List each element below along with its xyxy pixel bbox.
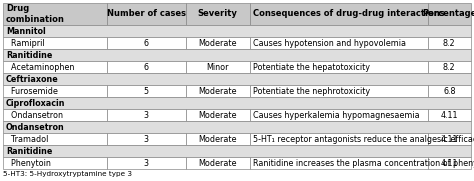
Text: 6: 6 [144,62,149,71]
Bar [428,3,471,25]
Text: Moderate: Moderate [199,159,237,167]
Text: 5: 5 [144,87,149,96]
Bar [428,157,471,169]
Bar [250,109,428,121]
Text: Number of cases: Number of cases [107,9,186,18]
Bar [250,61,428,73]
Text: 3: 3 [144,159,149,167]
Bar [186,3,250,25]
Text: Consequences of drug-drug interactions: Consequences of drug-drug interactions [253,9,445,18]
Text: Percentage: Percentage [422,9,474,18]
Bar [250,3,428,25]
Bar [107,37,186,49]
Bar [107,109,186,121]
Bar [3,73,471,85]
Text: Ranitidine increases the plasma concentration of phenytoin: Ranitidine increases the plasma concentr… [253,159,474,167]
Text: 5-HT3: 5-Hydroxytryptamine type 3: 5-HT3: 5-Hydroxytryptamine type 3 [3,171,132,177]
Bar [250,157,428,169]
Text: Drug
combination: Drug combination [6,4,65,24]
Bar [3,37,107,49]
Text: Potentiate the nephrotoxicity: Potentiate the nephrotoxicity [253,87,370,96]
Bar [3,157,107,169]
Bar [107,133,186,145]
Text: Ondansetron: Ondansetron [6,110,63,119]
Text: Moderate: Moderate [199,39,237,47]
Text: Acetaminophen: Acetaminophen [6,62,74,71]
Bar [3,3,107,25]
Text: Moderate: Moderate [199,110,237,119]
Bar [107,85,186,97]
Text: 3: 3 [144,110,149,119]
Text: 3: 3 [144,134,149,144]
Text: Phenytoin: Phenytoin [6,159,51,167]
Bar [3,145,471,157]
Bar [3,109,107,121]
Text: Ceftriaxone: Ceftriaxone [6,75,59,83]
Bar [3,25,471,37]
Bar [250,37,428,49]
Text: Causes hyperkalemia hypomagnesaemia: Causes hyperkalemia hypomagnesaemia [253,110,419,119]
Bar [3,85,107,97]
Text: Minor: Minor [207,62,229,71]
Bar [428,133,471,145]
Text: 4.11: 4.11 [440,110,458,119]
Bar [250,133,428,145]
Text: Tramadol: Tramadol [6,134,48,144]
Text: Mannitol: Mannitol [6,26,46,35]
Text: Potentiate the hepatotoxicity: Potentiate the hepatotoxicity [253,62,370,71]
Text: 8.2: 8.2 [443,62,456,71]
Text: 8.2: 8.2 [443,39,456,47]
Bar [186,37,250,49]
Bar [107,157,186,169]
Text: Moderate: Moderate [199,134,237,144]
Text: 4.11: 4.11 [440,159,458,167]
Bar [186,157,250,169]
Bar [3,97,471,109]
Bar [186,133,250,145]
Bar [186,85,250,97]
Text: Moderate: Moderate [199,87,237,96]
Text: 6: 6 [144,39,149,47]
Bar [107,3,186,25]
Bar [428,61,471,73]
Bar [3,49,471,61]
Text: Severity: Severity [198,9,237,18]
Text: 4.11: 4.11 [440,134,458,144]
Bar [107,61,186,73]
Bar [428,37,471,49]
Text: Ciprofloxacin: Ciprofloxacin [6,98,65,108]
Bar [428,85,471,97]
Text: 6.8: 6.8 [443,87,456,96]
Bar [250,85,428,97]
Text: Ondansetron: Ondansetron [6,123,65,132]
Bar [186,109,250,121]
Text: Ranitidine: Ranitidine [6,50,52,60]
Text: Furosemide: Furosemide [6,87,58,96]
Text: 5-HT₁ receptor antagonists reduce the analgesic efficacy of tramadol: 5-HT₁ receptor antagonists reduce the an… [253,134,474,144]
Bar [3,61,107,73]
Bar [3,133,107,145]
Bar [3,121,471,133]
Text: Ranitidine: Ranitidine [6,146,52,155]
Bar [186,61,250,73]
Text: Ramipril: Ramipril [6,39,45,47]
Bar [428,109,471,121]
Text: Causes hypotension and hypovolemia: Causes hypotension and hypovolemia [253,39,406,47]
